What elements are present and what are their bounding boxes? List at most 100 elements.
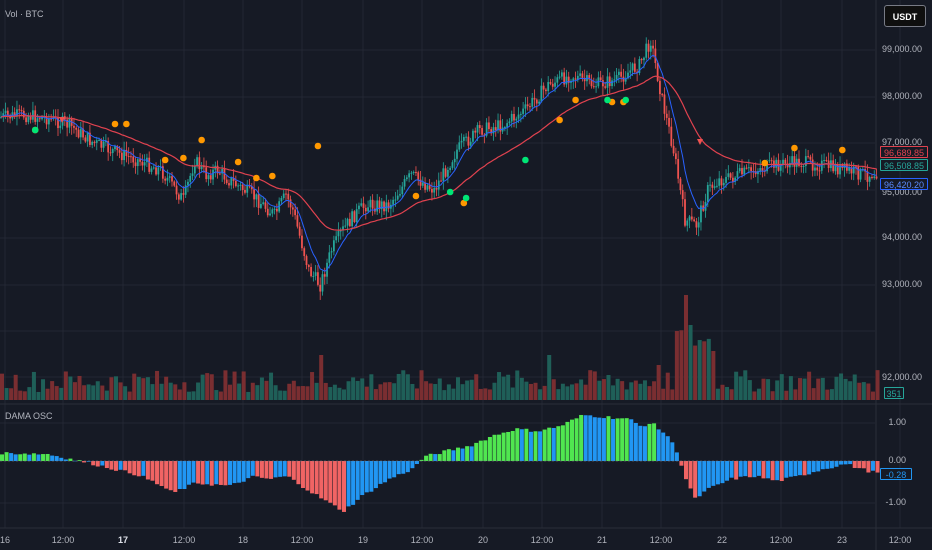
candle-body	[378, 200, 381, 210]
osc-bar	[875, 461, 880, 473]
candle-body	[155, 167, 157, 175]
candle-body	[759, 168, 762, 172]
osc-bar	[697, 461, 702, 497]
osc-bar	[647, 423, 652, 461]
price-tick: 99,000.00	[881, 44, 922, 54]
time-tick: 12:00	[51, 535, 75, 545]
candle-body	[419, 179, 422, 186]
candle-body	[285, 193, 287, 195]
candle-body	[672, 145, 675, 154]
candle-body	[353, 211, 356, 222]
osc-bar	[378, 461, 383, 484]
osc-bar	[620, 418, 625, 461]
candle-body	[741, 168, 743, 175]
osc-bar	[693, 461, 698, 498]
osc-bar	[241, 461, 246, 482]
signal-dot-green	[604, 96, 611, 104]
candle-body	[565, 76, 568, 85]
volume-bar	[332, 384, 337, 400]
candle-body	[478, 125, 481, 128]
volume-bar	[18, 390, 23, 400]
candle-body	[661, 94, 664, 96]
volume-bar	[848, 381, 853, 400]
osc-bar	[82, 461, 87, 463]
volume-bar	[661, 388, 666, 400]
candle-body	[688, 216, 691, 221]
candle-body	[533, 97, 536, 100]
candle-body	[396, 195, 399, 200]
candle-body	[412, 171, 415, 173]
candle-body	[328, 252, 331, 263]
osc-bar	[155, 461, 160, 485]
candle-body	[16, 109, 18, 117]
osc-bar	[405, 461, 410, 473]
candle-body	[298, 226, 301, 236]
osc-bar	[533, 431, 538, 461]
signal-dot-green	[462, 194, 470, 202]
osc-bar	[592, 417, 597, 461]
candle-body	[627, 72, 629, 79]
candle-body	[426, 185, 429, 190]
osc-bar	[743, 461, 748, 477]
osc-bar	[570, 419, 574, 461]
volume-bar	[756, 388, 761, 400]
candle-body	[369, 199, 372, 208]
signal-dot-orange	[234, 158, 242, 166]
candle-body	[800, 165, 803, 167]
candle-body	[538, 101, 540, 104]
osc-bar	[469, 446, 474, 461]
candle-body	[729, 173, 732, 178]
candle-body	[239, 184, 242, 186]
osc-bar	[715, 461, 720, 485]
osc-bar	[319, 461, 324, 499]
time-tick: 12:00	[290, 535, 314, 545]
candle-body	[116, 146, 119, 151]
osc-bar	[638, 425, 643, 461]
candle-body	[221, 168, 224, 174]
candle-body	[483, 134, 486, 136]
candle-body	[332, 240, 335, 252]
volume-bar	[323, 382, 328, 400]
candle-body	[640, 58, 643, 61]
candle-body	[604, 86, 607, 88]
volume-bar	[474, 374, 479, 400]
currency-button[interactable]: USDT	[884, 5, 926, 27]
candle-body	[262, 202, 265, 204]
candle-body	[595, 86, 597, 88]
osc-bar	[0, 454, 4, 461]
candle-body	[275, 208, 278, 212]
candle-body	[177, 194, 180, 200]
volume-bar	[711, 351, 716, 400]
candle-body	[127, 155, 130, 157]
candle-body	[816, 167, 819, 171]
volume-bar	[579, 379, 584, 400]
candle-body	[560, 72, 563, 77]
osc-bar	[401, 461, 406, 474]
osc-bar	[419, 459, 424, 461]
volume-bar	[469, 379, 474, 400]
candle-body	[866, 171, 869, 182]
candle-body	[13, 112, 16, 117]
osc-bar	[565, 421, 570, 461]
volume-bar	[793, 389, 798, 400]
volume-bar	[63, 371, 68, 400]
osc-bar	[519, 429, 524, 461]
price-tick: 95,000.00	[881, 187, 922, 197]
candle-body	[344, 225, 347, 227]
candle-body	[788, 162, 791, 168]
volume-bar	[100, 385, 105, 400]
candle-body	[73, 125, 75, 128]
candle-body	[244, 189, 246, 193]
candle-body	[134, 162, 137, 167]
volume-bar	[656, 365, 661, 400]
volume-bar	[574, 383, 579, 400]
volume-bar	[807, 371, 812, 400]
signal-dot-orange	[198, 136, 205, 144]
candle-body	[428, 185, 431, 189]
osc-bar	[18, 454, 23, 461]
candle-body	[855, 166, 857, 168]
osc-bar	[145, 461, 150, 480]
volume-bar	[300, 386, 305, 400]
last-price-label: 96,508.85	[880, 159, 928, 171]
